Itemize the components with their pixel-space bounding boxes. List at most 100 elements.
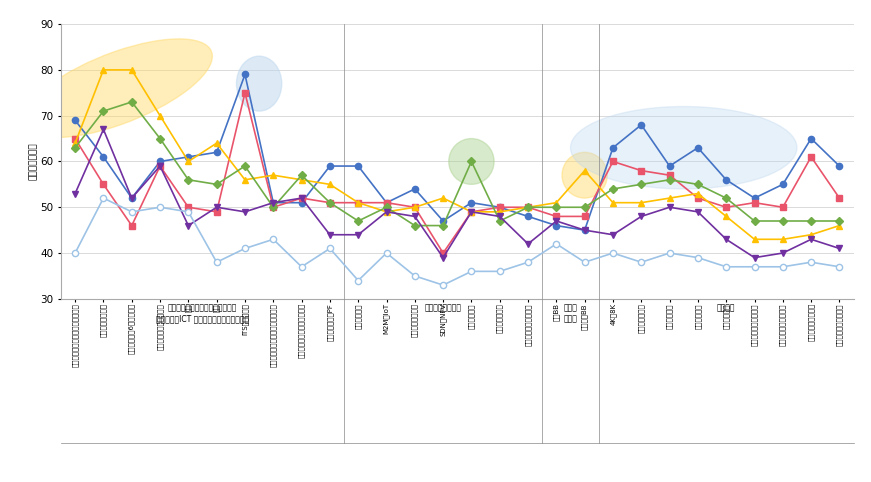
中南米	[579, 259, 590, 265]
米国	[806, 136, 816, 142]
欧州	[749, 200, 760, 206]
インド	[325, 232, 335, 238]
欧州	[438, 250, 449, 256]
欧州	[523, 204, 533, 210]
中南米	[155, 204, 165, 210]
中国	[268, 204, 279, 210]
米国	[353, 163, 363, 169]
中国	[495, 218, 505, 224]
中南米	[296, 264, 307, 270]
ASEAN	[466, 209, 476, 215]
インド	[523, 241, 533, 247]
中国	[721, 195, 732, 201]
インド	[636, 214, 646, 219]
中国	[551, 204, 562, 210]
Line: 中南米: 中南米	[72, 195, 842, 288]
中南米	[126, 209, 137, 215]
ASEAN	[551, 200, 562, 206]
米国	[665, 163, 675, 169]
中国	[70, 145, 80, 151]
中南米	[240, 246, 250, 252]
インド	[268, 200, 279, 206]
中南米	[806, 259, 816, 265]
中南米	[692, 254, 703, 260]
ASEAN	[155, 113, 165, 119]
インド	[296, 195, 307, 201]
欧州	[325, 200, 335, 206]
中南米	[438, 282, 449, 288]
ASEAN	[636, 200, 646, 206]
Ellipse shape	[449, 139, 494, 185]
欧州	[721, 204, 732, 210]
欧州	[495, 204, 505, 210]
米国	[749, 195, 760, 201]
中南米	[523, 259, 533, 265]
インド	[806, 237, 816, 242]
米国	[155, 159, 165, 164]
Line: 欧州: 欧州	[72, 90, 842, 256]
中国	[438, 223, 449, 228]
中南米	[495, 268, 505, 274]
米国	[721, 177, 732, 183]
米国	[551, 223, 562, 228]
ASEAN	[325, 182, 335, 187]
中南米	[325, 246, 335, 252]
欧州	[70, 136, 80, 142]
米国	[240, 72, 250, 78]
インド	[70, 191, 80, 197]
Line: ASEAN: ASEAN	[72, 67, 842, 242]
欧州	[636, 168, 646, 174]
米国	[183, 154, 193, 160]
中国	[381, 204, 392, 210]
ASEAN	[834, 223, 845, 228]
ASEAN	[126, 67, 137, 73]
ASEAN	[692, 191, 703, 197]
ASEAN	[268, 172, 279, 178]
中南米	[721, 264, 732, 270]
欧州	[183, 204, 193, 210]
中国	[749, 218, 760, 224]
インド	[778, 250, 788, 256]
中国	[325, 200, 335, 206]
インド	[353, 232, 363, 238]
米国	[579, 228, 590, 233]
インド	[834, 246, 845, 252]
ASEAN	[70, 140, 80, 146]
米国	[466, 200, 476, 206]
Text: プラットフォーム: プラットフォーム	[425, 304, 462, 313]
中国	[155, 136, 165, 142]
欧州	[381, 200, 392, 206]
中国	[212, 182, 222, 187]
ASEAN	[579, 168, 590, 174]
中南米	[749, 264, 760, 270]
中国	[778, 218, 788, 224]
Text: コンテンツ／アプリケーション／
サービス（ICT の応用・利活用分野含む）: コンテンツ／アプリケーション／ サービス（ICT の応用・利活用分野含む）	[156, 304, 249, 323]
中国	[126, 99, 137, 105]
ASEAN	[608, 200, 618, 206]
米国	[692, 145, 703, 151]
米国	[409, 186, 420, 192]
ASEAN	[806, 232, 816, 238]
中国	[98, 108, 109, 114]
中国	[665, 177, 675, 183]
インド	[692, 209, 703, 215]
中南米	[183, 209, 193, 215]
Ellipse shape	[23, 39, 213, 137]
ASEAN	[495, 209, 505, 215]
インド	[98, 127, 109, 133]
ASEAN	[409, 204, 420, 210]
米国	[325, 163, 335, 169]
欧州	[466, 209, 476, 215]
ASEAN	[98, 67, 109, 73]
中国	[353, 218, 363, 224]
インド	[466, 209, 476, 215]
インド	[409, 214, 420, 219]
中国	[296, 172, 307, 178]
中南米	[70, 250, 80, 256]
欧州	[806, 154, 816, 160]
中南米	[409, 273, 420, 279]
中国	[692, 182, 703, 187]
中国	[608, 186, 618, 192]
欧州	[353, 200, 363, 206]
中南米	[636, 259, 646, 265]
